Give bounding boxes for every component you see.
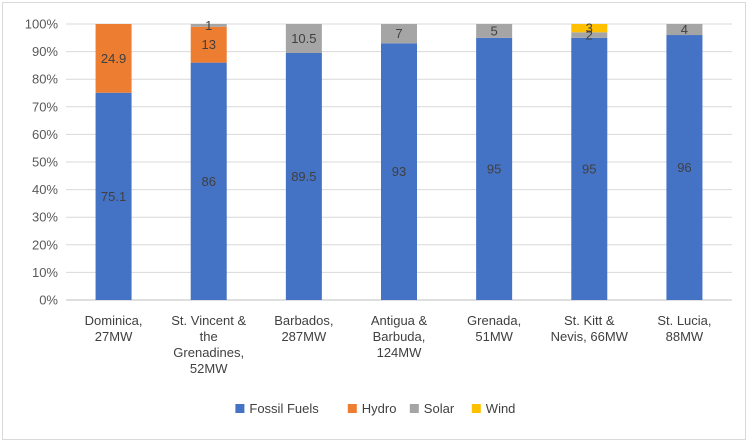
x-category-label-line: 52MW (190, 361, 228, 376)
data-label: 95 (582, 161, 596, 176)
data-label: 89.5 (291, 169, 316, 184)
x-category-label-line: Antigua & (371, 313, 428, 328)
legend-label: Solar (424, 401, 455, 416)
data-labels: 75.1 24.9 86 13 1 89.5 10.5 93 7 95 5 95 23 96 4 (101, 18, 692, 204)
x-category-label: St. Lucia, 88MW (657, 313, 711, 344)
legend-swatch (347, 404, 357, 413)
y-tick-label: 80% (32, 72, 58, 87)
x-category-label-line: St. Lucia, (657, 313, 711, 328)
x-category-label-line: Barbados, (274, 313, 333, 328)
y-tick-label: 50% (32, 155, 58, 170)
x-category-label-line: Nevis, 66MW (551, 329, 629, 344)
y-tick-label: 70% (32, 99, 58, 114)
legend-item-solar: Solar (409, 401, 455, 416)
x-category-label: Antigua & Barbuda, 124MW (371, 313, 428, 360)
data-label: 2 (586, 28, 593, 43)
data-label: 4 (681, 22, 688, 37)
legend-swatch (235, 404, 245, 413)
y-tick-label: 20% (32, 237, 58, 252)
legend-swatch (409, 404, 419, 413)
data-label: 7 (395, 26, 402, 41)
data-label: 96 (677, 160, 691, 175)
legend-label: Wind (486, 401, 516, 416)
data-label: 3 (586, 21, 593, 36)
x-category-label-line: 124MW (377, 345, 423, 360)
x-axis-category-labels: Dominica, 27MW St. Vincent & the Grenadines,… (85, 313, 712, 376)
x-category-label-line: 287MW (281, 329, 327, 344)
bar-segment-wind (571, 24, 608, 33)
bar-segment-fossil-fuels (95, 92, 132, 300)
x-category-label-line: Grenadines, (173, 345, 244, 360)
bar-segment-fossil-fuels (666, 35, 703, 300)
x-category-label-line: 27MW (95, 329, 133, 344)
bar-segment-solar (190, 24, 227, 27)
data-label: 1 (205, 18, 212, 33)
y-tick-label: 0% (39, 293, 58, 308)
x-category-label-line: St. Vincent & (171, 313, 246, 328)
y-tick-label: 100% (25, 17, 59, 32)
x-category-label: St. Kitt & Nevis, 66MW (551, 313, 629, 344)
x-category-label-line: Dominica, (85, 313, 143, 328)
data-label: 93 (392, 164, 406, 179)
legend-item-hydro: Hydro (347, 401, 397, 416)
y-tick-label: 30% (32, 210, 58, 225)
bar-segment-solar (285, 24, 322, 53)
bar-segment-solar (571, 32, 608, 38)
x-category-label: St. Vincent & the Grenadines, 52MW (171, 313, 246, 376)
x-category-label-line: St. Kitt & (564, 313, 615, 328)
legend: Fossil Fuels Hydro Solar Wind (235, 401, 515, 416)
legend-swatch (471, 404, 481, 413)
bar-segment-hydro (95, 24, 132, 93)
x-category-label-line: the (200, 329, 218, 344)
bar-segment-fossil-fuels (476, 37, 513, 301)
data-label: 75.1 (101, 189, 126, 204)
bar-segment-fossil-fuels (190, 62, 227, 300)
bar-segment-hydro (190, 26, 227, 63)
x-category-label: Dominica, 27MW (85, 313, 143, 344)
bar-segment-fossil-fuels (571, 37, 608, 301)
data-label: 5 (491, 23, 498, 38)
data-label: 13 (201, 37, 215, 52)
data-label: 24.9 (101, 51, 126, 66)
data-label: 86 (201, 174, 215, 189)
x-category-label-line: 51MW (475, 329, 513, 344)
legend-item-fossil-fuels: Fossil Fuels (235, 401, 319, 416)
y-tick-label: 40% (32, 182, 58, 197)
x-category-label: Grenada, 51MW (467, 313, 521, 344)
x-category-label: Barbados, 287MW (274, 313, 333, 344)
y-axis-tick-labels: 0% 10% 20% 30% 40% 50% 60% 70% 80% 90% 100% (25, 17, 59, 308)
bar-segment-fossil-fuels (285, 52, 322, 301)
bar-segment-solar (381, 24, 417, 44)
legend-label: Hydro (362, 401, 397, 416)
bar-segment-solar (476, 24, 513, 38)
y-tick-label: 90% (32, 44, 58, 59)
data-label: 95 (487, 161, 501, 176)
y-tick-label: 60% (32, 127, 58, 142)
bar-segment-fossil-fuels (381, 43, 417, 300)
bar-segment-solar (666, 24, 703, 36)
data-label: 10.5 (291, 31, 316, 46)
y-tick-label: 10% (32, 265, 58, 280)
x-category-label-line: Grenada, (467, 313, 521, 328)
bars (95, 24, 703, 301)
x-category-label-line: Barbuda, (373, 329, 426, 344)
legend-item-wind: Wind (471, 401, 516, 416)
x-category-label-line: 88MW (666, 329, 704, 344)
legend-label: Fossil Fuels (249, 401, 319, 416)
